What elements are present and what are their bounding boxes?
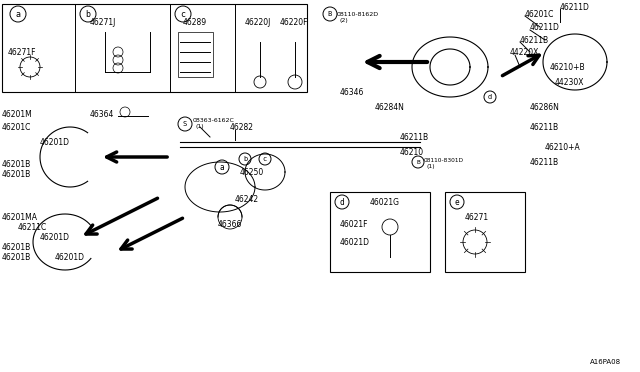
Text: 08110-8162D: 08110-8162D	[337, 12, 379, 16]
Text: 46211D: 46211D	[560, 3, 590, 12]
Bar	[330, 192, 430, 272]
Text: 44220X: 44220X	[510, 48, 540, 57]
Text: b: b	[243, 156, 247, 162]
Bar	[178, 32, 213, 77]
Text: 46201B: 46201B	[2, 160, 31, 169]
Text: 46201C: 46201C	[2, 122, 31, 131]
Text: 46220J: 46220J	[245, 17, 271, 26]
Text: (2): (2)	[340, 17, 349, 22]
Text: 44230X: 44230X	[555, 77, 584, 87]
Text: 46211B: 46211B	[530, 122, 559, 131]
Text: 46284N: 46284N	[375, 103, 405, 112]
Text: (1): (1)	[427, 164, 436, 169]
Bar	[2, 4, 307, 92]
Text: 46289: 46289	[183, 17, 207, 26]
Text: 46201B: 46201B	[2, 253, 31, 262]
Text: 46201MA: 46201MA	[2, 212, 38, 221]
Text: 46210: 46210	[400, 148, 424, 157]
Text: a: a	[220, 163, 224, 171]
Text: 46201M: 46201M	[2, 109, 33, 119]
Text: S: S	[183, 121, 187, 127]
Text: 46021D: 46021D	[340, 237, 370, 247]
Text: d: d	[488, 94, 492, 100]
Text: 46201D: 46201D	[40, 138, 70, 147]
Text: 46201D: 46201D	[55, 253, 85, 262]
Text: 46021F: 46021F	[340, 219, 369, 228]
Text: 46364: 46364	[90, 109, 115, 119]
Text: 46282: 46282	[230, 122, 254, 131]
Text: 46250: 46250	[240, 167, 264, 176]
Text: 08363-6162C: 08363-6162C	[193, 118, 235, 122]
Text: 46201C: 46201C	[525, 10, 554, 19]
Text: A16PA08: A16PA08	[590, 359, 621, 365]
Text: B: B	[328, 11, 332, 17]
Text: 46346: 46346	[340, 87, 364, 96]
Text: 08110-8301D: 08110-8301D	[424, 157, 464, 163]
Text: 46211B: 46211B	[400, 132, 429, 141]
Text: 46210+B: 46210+B	[550, 62, 586, 71]
Text: 46201B: 46201B	[2, 243, 31, 251]
Text: e: e	[454, 198, 460, 206]
Text: 46211B: 46211B	[520, 35, 549, 45]
Text: 46201B: 46201B	[2, 170, 31, 179]
Text: c: c	[180, 10, 186, 19]
Text: 46366: 46366	[218, 219, 243, 228]
Text: 46220F: 46220F	[280, 17, 308, 26]
Text: 46211C: 46211C	[18, 222, 47, 231]
Text: 46271: 46271	[465, 212, 489, 221]
Text: b: b	[86, 10, 90, 19]
Text: 46271F: 46271F	[8, 48, 36, 57]
Text: (1): (1)	[196, 124, 205, 128]
Bar	[445, 192, 525, 272]
Text: 46201D: 46201D	[40, 232, 70, 241]
Text: 46242: 46242	[235, 195, 259, 203]
Text: d: d	[340, 198, 344, 206]
Text: 46021G: 46021G	[370, 198, 400, 206]
Text: c: c	[263, 156, 267, 162]
Text: 46211B: 46211B	[530, 157, 559, 167]
Text: 46210+A: 46210+A	[545, 142, 580, 151]
Text: 46271J: 46271J	[90, 17, 116, 26]
Text: a: a	[15, 10, 20, 19]
Text: 46211D: 46211D	[530, 22, 560, 32]
Text: B: B	[416, 160, 420, 164]
Text: 46286N: 46286N	[530, 103, 560, 112]
